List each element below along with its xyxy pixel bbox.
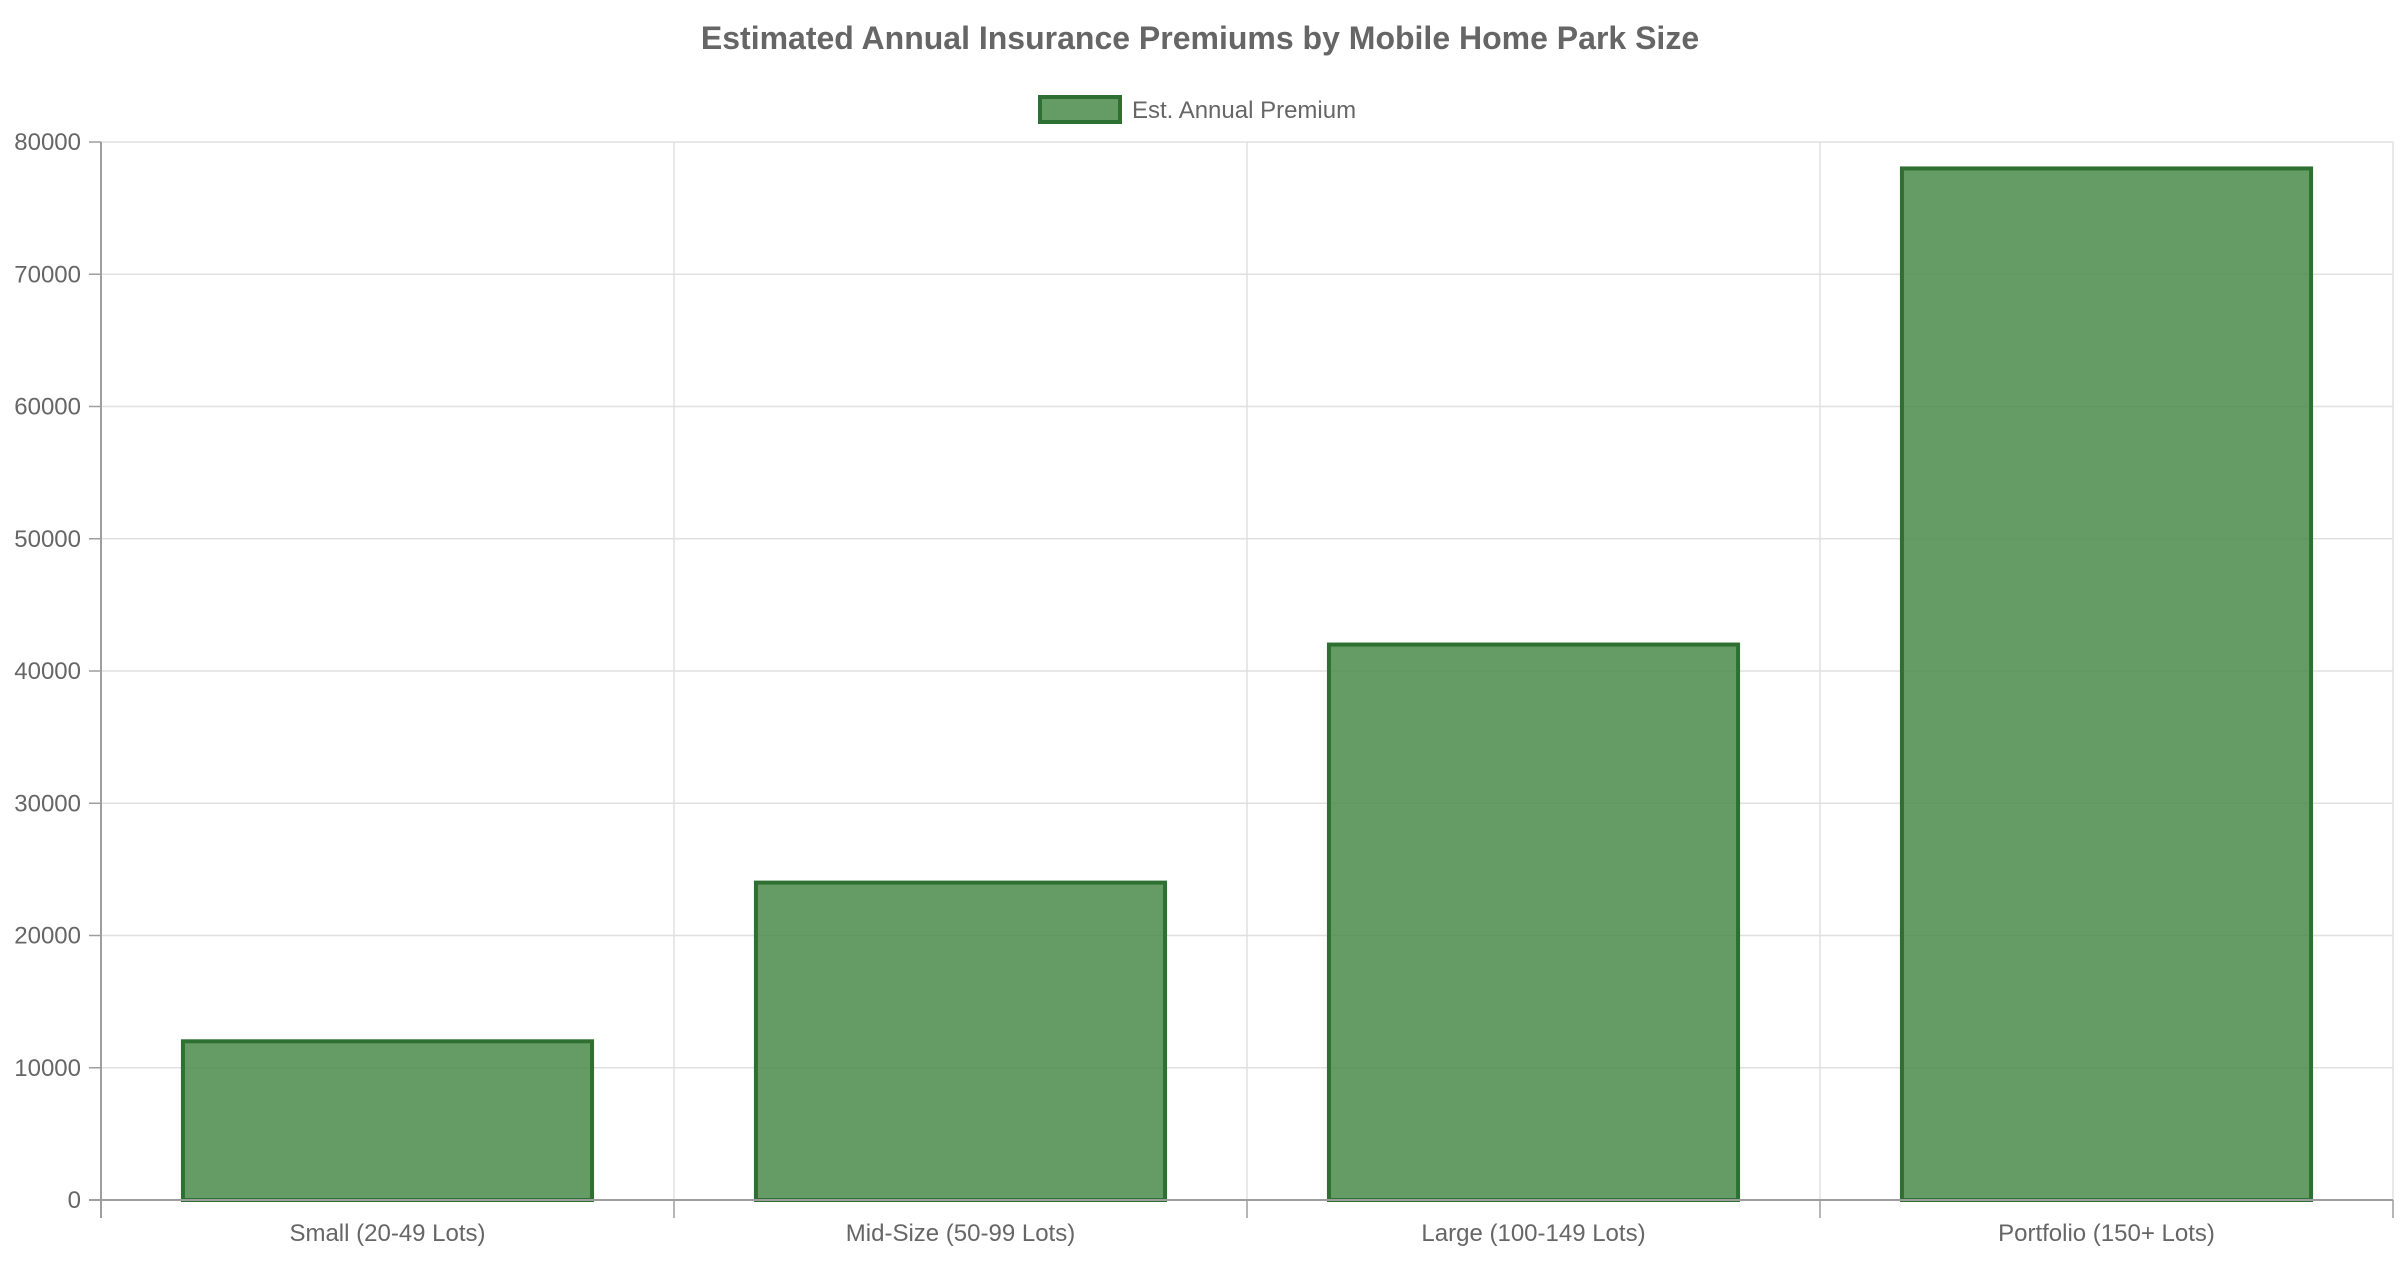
- y-tick-label: 80000: [14, 129, 81, 156]
- bar[interactable]: [1899, 166, 2314, 1203]
- y-tick-label: 10000: [14, 1055, 81, 1082]
- bars: [180, 166, 2314, 1203]
- legend[interactable]: Est. Annual Premium: [1038, 95, 1356, 124]
- x-tick-label: Small (20-49 Lots): [289, 1220, 485, 1247]
- y-tick-label: 20000: [14, 923, 81, 950]
- bar[interactable]: [180, 1039, 595, 1203]
- y-tick-label: 60000: [14, 394, 81, 421]
- grid: [101, 141, 2394, 1200]
- axes: 0 10000 20000 30000 40000 50000 60000 70000 8000…: [14, 129, 2394, 1247]
- x-tick-label: Portfolio (150+ Lots): [1998, 1220, 2215, 1247]
- x-tick-label: Large (100-149 Lots): [1421, 1220, 1645, 1247]
- legend-label: Est. Annual Premium: [1132, 97, 1356, 124]
- chart-title: Estimated Annual Insurance Premiums by M…: [701, 20, 1699, 56]
- bar[interactable]: [1326, 642, 1741, 1202]
- y-tick-label: 0: [68, 1187, 81, 1214]
- x-tick-label: Mid-Size (50-99 Lots): [846, 1220, 1075, 1247]
- y-tick-label: 50000: [14, 526, 81, 553]
- bar[interactable]: [753, 880, 1168, 1202]
- y-tick-label: 70000: [14, 261, 81, 288]
- legend-swatch: [1038, 95, 1122, 124]
- y-tick-label: 40000: [14, 658, 81, 685]
- y-tick-label: 30000: [14, 790, 81, 817]
